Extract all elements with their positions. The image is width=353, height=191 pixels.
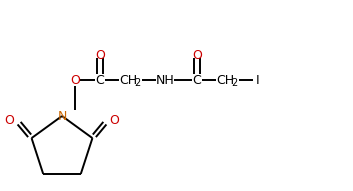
Text: 2: 2 xyxy=(134,78,140,88)
Text: O: O xyxy=(70,74,80,87)
Text: NH: NH xyxy=(156,74,174,87)
Text: C: C xyxy=(96,74,104,87)
Text: O: O xyxy=(109,114,119,127)
Text: O: O xyxy=(5,114,14,127)
Text: CH: CH xyxy=(216,74,234,87)
Text: O: O xyxy=(192,49,202,62)
Text: C: C xyxy=(193,74,201,87)
Text: N: N xyxy=(57,109,67,122)
Text: O: O xyxy=(95,49,105,62)
Text: I: I xyxy=(256,74,260,87)
Text: 2: 2 xyxy=(231,78,237,88)
Text: CH: CH xyxy=(119,74,137,87)
